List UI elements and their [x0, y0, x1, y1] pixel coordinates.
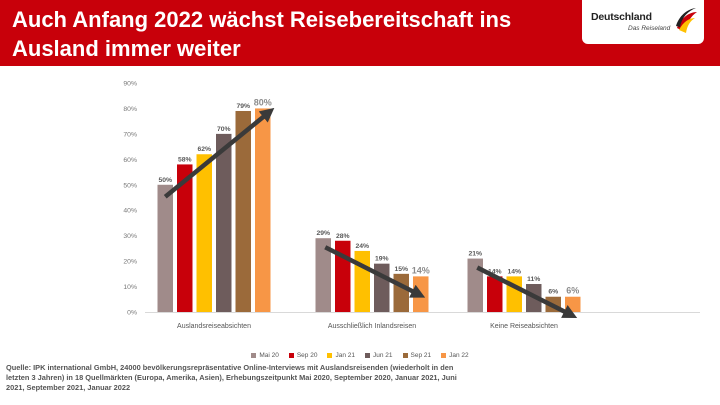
bar [177, 164, 193, 312]
legend-item: Jun 21 [364, 352, 393, 359]
bar [467, 258, 483, 312]
legend-item: Jan 21 [327, 352, 355, 359]
data-label: 24% [355, 243, 369, 250]
y-tick-label: 0% [127, 310, 137, 317]
y-tick-label: 90% [123, 81, 137, 88]
legend-swatch [251, 353, 257, 358]
legend-swatch [288, 353, 294, 358]
y-tick-label: 30% [123, 233, 137, 240]
bar [196, 154, 212, 312]
y-tick-label: 20% [123, 259, 137, 266]
bar [354, 250, 370, 312]
bar [235, 110, 251, 312]
y-tick-label: 70% [123, 131, 137, 138]
page-title: Auch Anfang 2022 wächst Reisebereitschaf… [12, 7, 512, 61]
data-label: 11% [527, 276, 540, 283]
legend-swatch [441, 353, 447, 358]
y-tick-label: 80% [123, 106, 137, 113]
logo-main-text: Deutschland [591, 11, 652, 23]
data-label: 14% [412, 265, 430, 275]
data-label: 15% [394, 266, 408, 273]
bar [216, 133, 232, 312]
data-label: 14% [507, 268, 521, 275]
legend-label: Sep 20 [296, 352, 318, 359]
legend-label: Sep 21 [410, 352, 432, 359]
trend-arrow [476, 265, 578, 318]
eagle-flag-icon [676, 8, 697, 33]
legend-label: Mai 20 [259, 352, 279, 359]
chart-legend: Mai 20 Sep 20 Jan 21 Jun 21 Sep 21 Jan 22 [0, 352, 720, 359]
bar [255, 108, 271, 312]
data-label: 70% [217, 126, 231, 133]
legend-swatch [402, 353, 408, 358]
legend-label: Jan 22 [449, 352, 469, 359]
y-tick-label: 60% [123, 157, 137, 164]
header-bar: Auch Anfang 2022 wächst Reisebereitschaf… [0, 0, 720, 66]
category-label: Keine Reiseabsichten [490, 323, 558, 330]
legend-label: Jan 21 [335, 352, 355, 359]
source-note: Quelle: IPK international GmbH, 24000 be… [6, 363, 457, 393]
data-label: 28% [336, 233, 350, 240]
data-label: 29% [316, 230, 330, 237]
data-label: 80% [254, 97, 272, 107]
category-label: Auslandsreiseabsichten [177, 323, 251, 330]
legend-item: Mai 20 [251, 352, 279, 359]
legend-item: Jan 22 [441, 352, 469, 359]
bar-chart: 0% 10% 20% 30% 40% 50% 60% 70% 80% 90% 50% 58% 62% 70… [123, 81, 700, 330]
legend-swatch [327, 353, 333, 358]
data-label: 62% [197, 146, 211, 153]
bar [487, 276, 503, 312]
trend-arrow [163, 107, 275, 199]
bar [315, 238, 331, 312]
bar [157, 184, 173, 312]
bar [565, 296, 581, 312]
data-label: 21% [468, 251, 482, 258]
data-label: 19% [375, 256, 389, 263]
data-label: 6% [566, 286, 579, 296]
data-label: 6% [548, 289, 558, 296]
y-tick-label: 50% [123, 182, 137, 189]
legend-swatch [364, 353, 370, 358]
legend-item: Sep 21 [402, 352, 432, 359]
data-label: 79% [236, 103, 250, 110]
legend-item: Sep 20 [288, 352, 318, 359]
trend-arrow [324, 245, 426, 298]
category-label: Ausschließlich Inlandsreisen [328, 323, 416, 330]
data-label: 50% [158, 177, 172, 184]
y-tick-label: 40% [123, 208, 137, 215]
y-tick-label: 10% [123, 284, 137, 291]
logo-sub-text: Das Reiseland [628, 25, 671, 32]
bar [393, 273, 409, 312]
data-label: 14% [488, 268, 502, 275]
brand-logo: Deutschland Das Reiseland [582, 0, 704, 44]
legend-label: Jun 21 [372, 352, 393, 359]
data-label: 58% [178, 156, 192, 163]
